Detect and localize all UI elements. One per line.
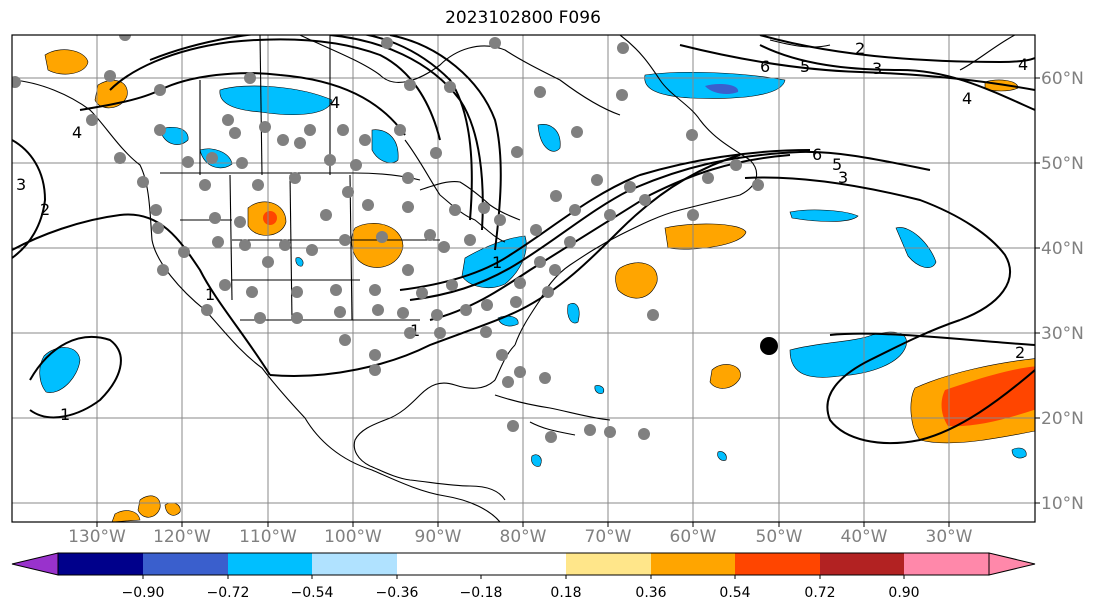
colorbar-bin [58, 553, 143, 575]
colorbar-bin [820, 553, 904, 575]
colorbar-bin [143, 553, 228, 575]
colorbar-bin [735, 553, 820, 575]
lon-label: 40°W [841, 527, 888, 547]
colorbar: −0.90 −0.72 −0.54 −0.36 −0.18 0.18 0.36 … [11, 552, 1036, 601]
contour-label: 2 [1015, 343, 1025, 362]
contour-label: 4 [962, 89, 972, 108]
lon-label: 120°W [153, 527, 211, 547]
colorbar-extend-high [988, 552, 1036, 576]
contour-label: 1 [492, 253, 502, 272]
contour-label: 3 [872, 59, 882, 78]
colorbar-tick: −0.36 [376, 585, 419, 601]
contour-label-group: 2 3 1 4 4 6 5 3 2 6 5 3 4 4 1 2 1 1 [16, 39, 1028, 424]
colorbar-tick: 0.72 [804, 585, 835, 601]
contour-label: 6 [812, 145, 822, 164]
contour-label: 2 [40, 200, 50, 219]
lat-label: 40°N [1041, 239, 1084, 259]
contour-lines [12, 35, 1035, 445]
colorbar-tick: 0.36 [635, 585, 666, 601]
lon-label: 110°W [239, 527, 297, 547]
lon-label: 60°W [670, 527, 717, 547]
lon-label: 90°W [415, 527, 462, 547]
axis-ticks [96, 77, 1040, 527]
colorbar-tick: 0.90 [888, 585, 919, 601]
colorbar-tick: 0.18 [550, 585, 581, 601]
lon-label: 100°W [324, 527, 382, 547]
contour-label: 3 [16, 175, 26, 194]
colorbar-bin [228, 553, 312, 575]
colorbar-tick: −0.18 [460, 585, 503, 601]
contour-label: 6 [760, 57, 770, 76]
lat-label: 30°N [1041, 324, 1084, 344]
colorbar-bin [566, 553, 651, 575]
contour-label: 4 [72, 123, 82, 142]
lon-label: 130°W [68, 527, 126, 547]
lon-label: 70°W [585, 527, 632, 547]
contour-label: 1 [60, 405, 70, 424]
lon-label: 50°W [756, 527, 803, 547]
colorbar-bin [397, 553, 566, 575]
contour-label: 2 [855, 39, 865, 58]
longitude-labels: 130°W 120°W 110°W 100°W 90°W 80°W 70°W 6… [68, 527, 973, 547]
lat-label: 20°N [1041, 409, 1084, 429]
map-title: 2023102800 F096 [445, 8, 601, 28]
colorbar-tick: −0.72 [207, 585, 250, 601]
anomaly-shading [39, 49, 1035, 522]
storm-center-marker [760, 337, 778, 355]
colorbar-bin [651, 553, 735, 575]
contour-label: 1 [205, 285, 215, 304]
colorbar-tick: −0.90 [122, 585, 165, 601]
contour-label: 5 [800, 57, 810, 76]
lon-label: 30°W [926, 527, 973, 547]
lon-label: 80°W [500, 527, 547, 547]
latitude-labels: 60°N 50°N 40°N 30°N 20°N 10°N [1041, 69, 1084, 514]
colorbar-extend-low [11, 552, 59, 576]
contour-label: 3 [838, 168, 848, 187]
contour-label: 5 [832, 155, 842, 174]
coastlines [12, 35, 1016, 522]
colorbar-tick: −0.54 [291, 585, 334, 601]
colorbar-tick: 0.54 [719, 585, 750, 601]
contour-label: 4 [1018, 55, 1028, 74]
lat-label: 50°N [1041, 154, 1084, 174]
station-dots [12, 35, 764, 443]
graticule [12, 35, 1035, 522]
colorbar-bin [312, 553, 397, 575]
contour-label: 4 [330, 93, 340, 112]
lat-label: 10°N [1041, 494, 1084, 514]
lat-label: 60°N [1041, 69, 1084, 89]
colorbar-bin [904, 553, 989, 575]
